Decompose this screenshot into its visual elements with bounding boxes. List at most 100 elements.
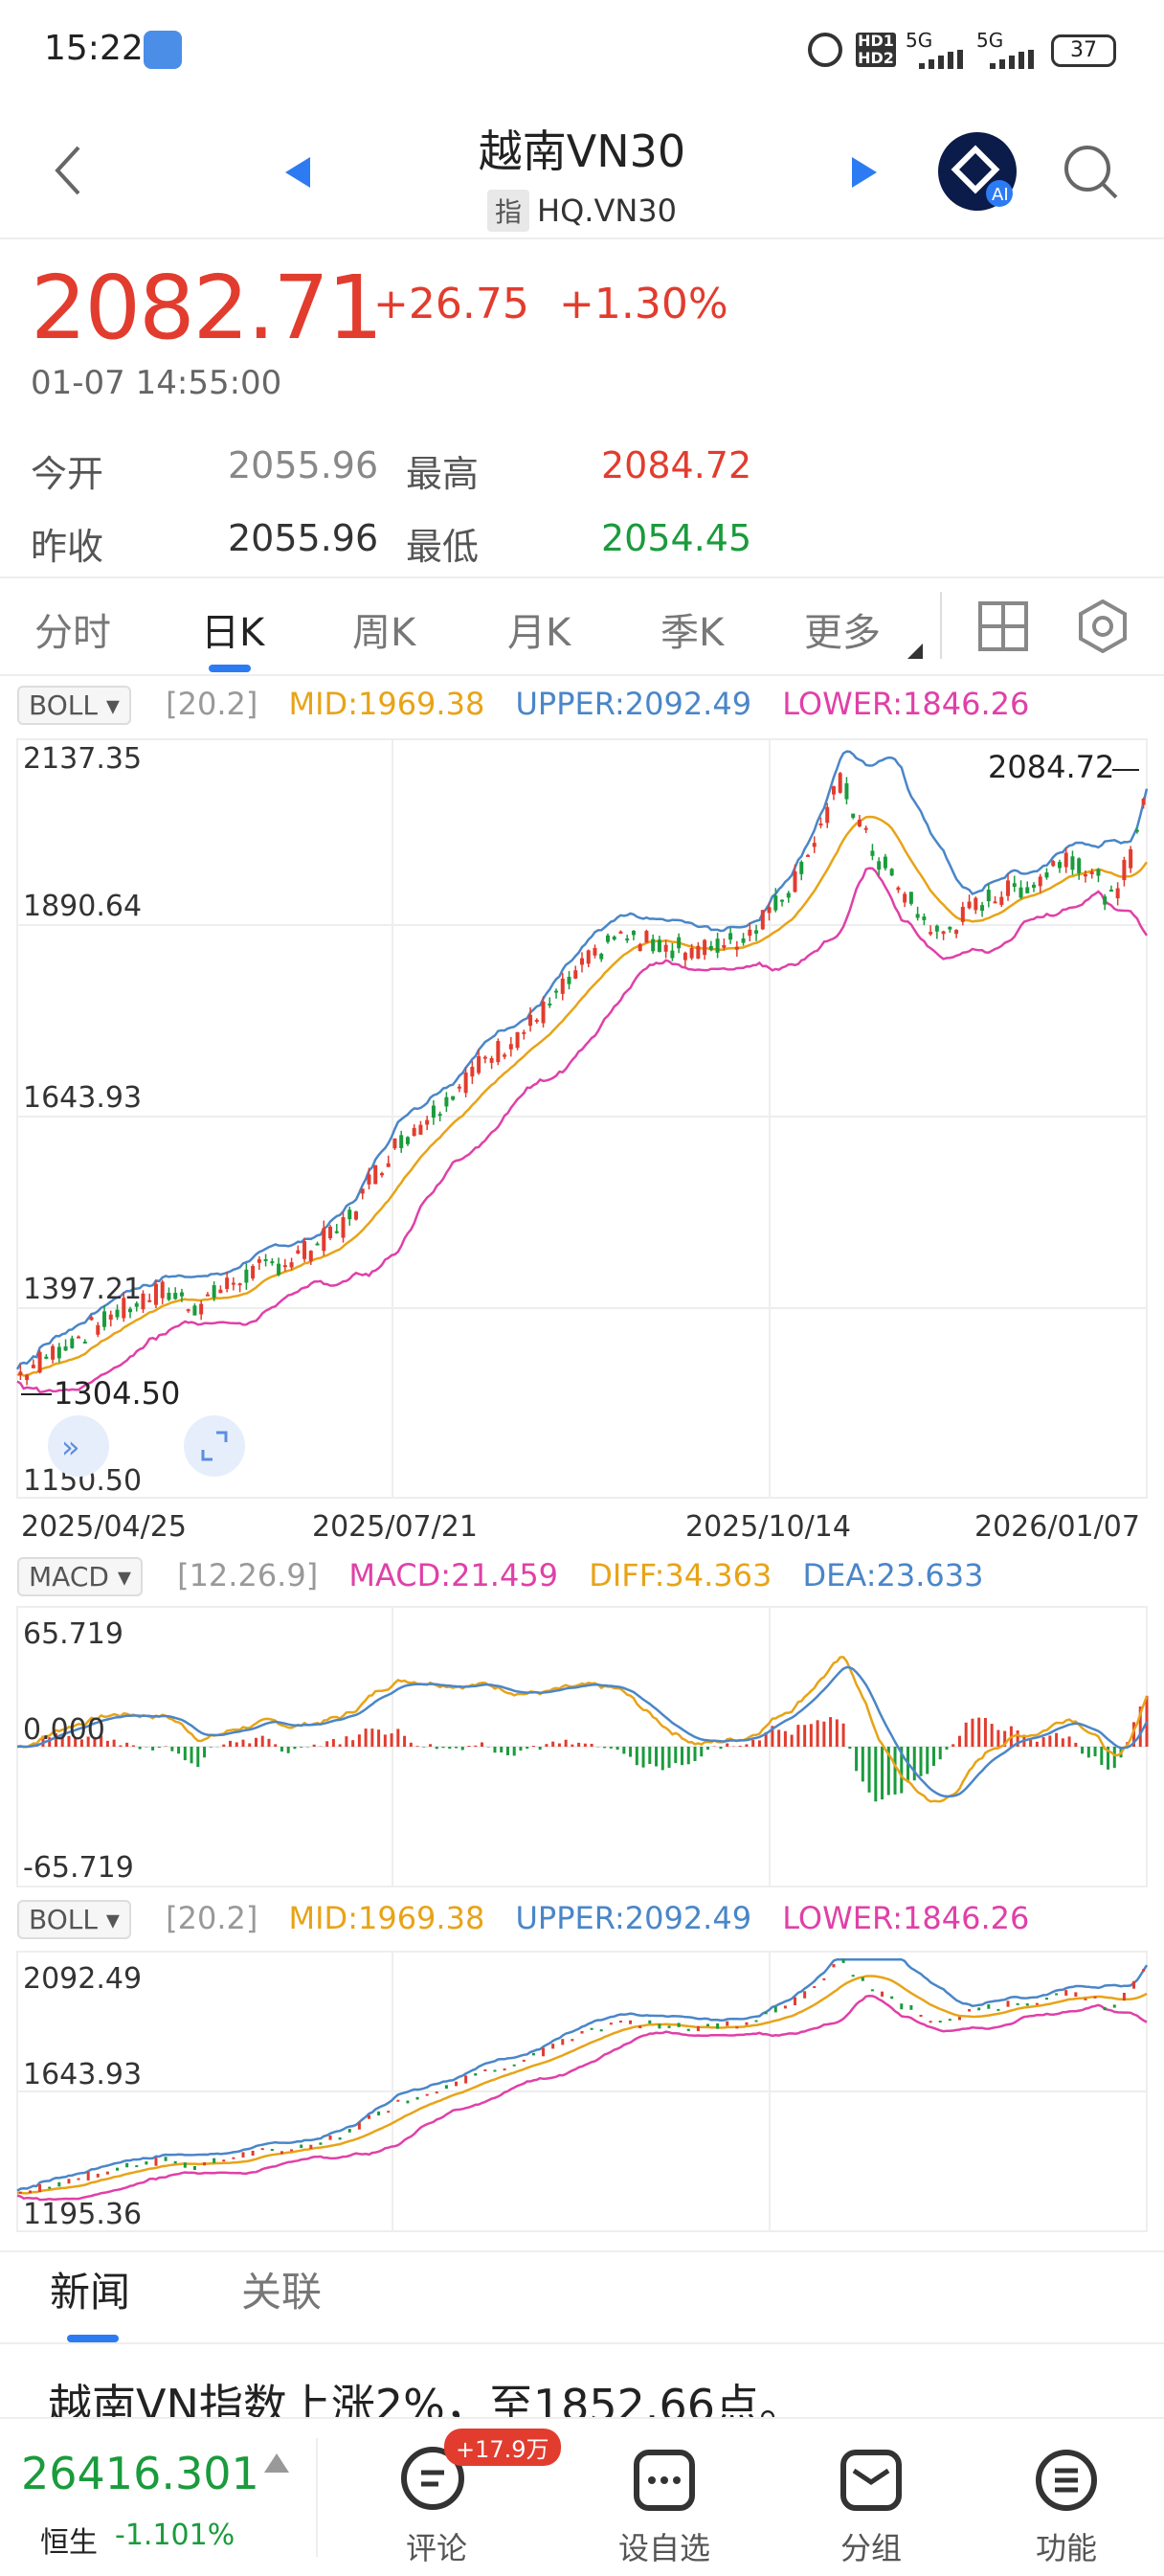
comment-label[interactable]: 评论 [405,2530,467,2566]
candle-body-small [1112,2004,1116,2008]
boll-lower: LOWER:1846.26 [782,686,1030,722]
candle-body-small [444,2085,448,2090]
open-value: 2055.96 [228,444,379,486]
candle-body-small [618,2021,622,2023]
candle-body [1063,852,1068,868]
candle-body-small [1006,2000,1010,2007]
news-divider [0,2342,1164,2344]
candle-body [277,1263,281,1276]
dea-value: DEA:23.633 [802,1557,984,1593]
tab-intraday[interactable]: 分时 [34,611,111,655]
candle-body [147,1299,152,1302]
candle-body-small [726,2021,729,2026]
candle-body-small [841,1958,845,1963]
candle-body [179,1292,184,1297]
tab-quarterly[interactable]: 季K [660,611,725,655]
candle-body-small [648,2020,652,2024]
ai-assistant-button[interactable]: AI [938,132,1017,211]
candle-body [934,925,939,932]
boll2-y-1: 1643.93 [23,2058,142,2091]
candle-body [503,1054,507,1057]
macd-select[interactable]: MACD ▾ [17,1557,143,1596]
candle-body [322,1228,326,1252]
group-label[interactable]: 分组 [839,2530,902,2566]
boll2-indicator-row: BOLL ▾ [20.2] MID:1969.38 UPPER:2092.49 … [17,1900,1030,1939]
candle-body [25,1374,30,1380]
function-label[interactable]: 功能 [1035,2530,1097,2566]
candle-body [734,946,739,950]
candle-body [1134,829,1139,832]
candle-body [1006,880,1011,896]
search-button[interactable] [1063,144,1120,205]
y-label-1: 1890.64 [23,890,142,923]
signal-icon-1 [919,50,969,69]
x-label-1: 2025/07/21 [312,1510,478,1544]
candle-body-small [987,2004,991,2009]
candle-body [134,1303,139,1307]
candle-body [51,1345,56,1360]
candle-body-small [377,2111,381,2116]
comment-icon[interactable] [398,2440,475,2520]
candle-body [889,869,894,876]
candle-body-small [919,2014,923,2017]
add-watchlist-label[interactable]: 设自选 [617,2530,710,2566]
news-tab-underline [67,2335,119,2342]
tab-related[interactable]: 关联 [241,2269,323,2316]
next-stock-button[interactable] [850,155,879,193]
bottom-bar: 26416.301 恒生 -1.101% +17.9万 评论 设自选 分组 功能 [0,2417,1164,2576]
back-button[interactable] [50,144,88,195]
candle-body-small [164,2157,168,2161]
candle-body [903,893,907,903]
candle-body [567,977,571,984]
grid-layout-button[interactable] [978,601,1028,655]
candle-body [302,1241,307,1259]
candle-body-small [832,1964,836,1968]
tab-more[interactable]: 更多 [804,611,881,655]
candle-body [863,827,868,830]
candle-body-small [280,2151,283,2155]
macd-chart[interactable]: 65.719 0.000 -65.719 [0,1605,1164,1892]
chart-settings-button[interactable] [1076,599,1130,657]
candle-body-small [686,2028,690,2031]
candle-body [173,1293,178,1299]
tab-news[interactable]: 新闻 [50,2269,131,2316]
candle-body-small [367,2114,370,2119]
boll2-lower: LOWER:1846.26 [782,1900,1030,1936]
fullscreen-icon [201,1431,228,1461]
boll-select[interactable]: BOLL ▾ [17,686,131,725]
add-watchlist-icon[interactable] [634,2450,695,2511]
boll2-select[interactable]: BOLL ▾ [17,1900,131,1939]
candle-body [941,931,946,935]
tab-daily[interactable]: 日K [201,611,265,655]
candle-body-small [125,2162,129,2168]
candle-body [470,1067,475,1077]
candle-body [199,1303,204,1315]
hsi-value[interactable]: 26416.301 [21,2448,259,2499]
candle-body [225,1277,230,1289]
function-icon[interactable] [1036,2450,1097,2511]
macd-indicator-row: MACD ▾ [12.26.9] MACD:21.459 DIFF:34.363… [17,1557,984,1596]
double-chevron-icon: » [61,1429,80,1465]
boll-param: [20.2] [166,686,258,722]
candle-body [767,907,772,914]
tab-monthly[interactable]: 月K [507,611,571,655]
prev-stock-button[interactable] [283,155,312,193]
boll-chart[interactable]: 2092.49 1643.93 1195.36 [0,1950,1164,2237]
candle-body [870,850,875,856]
kline-chart[interactable]: 2137.35 1890.64 1643.93 1397.21 1150.50 … [0,734,1164,1549]
candle-body [954,930,959,935]
candle-body [508,1044,513,1050]
candle-body [463,1073,468,1094]
candle-body [386,1163,391,1167]
candle-body-small [881,1991,884,1997]
candle-body [1096,869,1101,876]
group-icon[interactable] [840,2450,902,2511]
boll2-mid: MID:1969.38 [288,1900,485,1936]
x-label-3: 2026/01/07 [974,1510,1140,1544]
candle-body [825,806,830,824]
candle-body [82,1341,87,1344]
candle-body [192,1305,197,1316]
candle-body-small [900,2003,904,2010]
y-label-2: 1643.93 [23,1081,142,1115]
tab-weekly[interactable]: 周K [352,611,416,655]
